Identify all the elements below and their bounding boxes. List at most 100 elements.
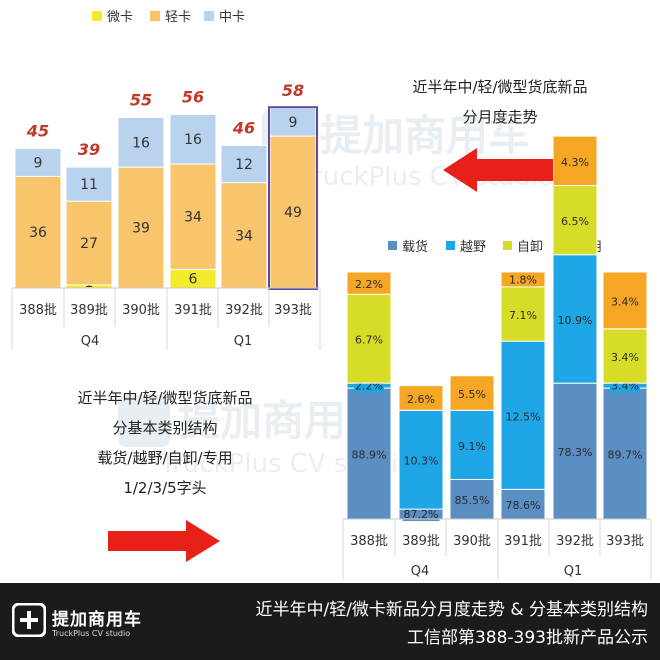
caption-middle: 近半年中/轻/微型货底新品 分基本类别结构 载货/越野/自卸/专用 1/2/3/… [45, 383, 285, 503]
data-label-bg [610, 294, 640, 309]
bar-segment [14, 175, 62, 289]
legend-label: 自卸 [517, 239, 543, 255]
chart2-category-structure: 88.9%2.2%6.7%2.2%388批87.2%10.3%2.6%389批8… [342, 135, 652, 580]
legend-label: 微卡 [107, 10, 133, 25]
data-label: 11 [80, 177, 98, 193]
caption-top-line: 分月度走势 [462, 108, 538, 126]
data-label: 2.2% [355, 278, 383, 291]
legend-swatch [503, 241, 512, 250]
caption-top: 近半年中/轻/微型货底新品 分月度走势 [365, 72, 635, 132]
data-label: 78.6% [506, 499, 541, 512]
category-label: 390批 [122, 303, 160, 318]
data-label-bg [457, 387, 487, 402]
svg-text:提加商用车: 提加商用车 [320, 111, 530, 160]
bar-segment [117, 166, 165, 289]
caption-middle-line: 近半年中/轻/微型货底新品 [77, 389, 253, 407]
category-label: 390批 [453, 534, 491, 549]
data-label-bg [556, 312, 594, 327]
data-label: 89.7% [608, 449, 643, 462]
data-label-bg [560, 154, 590, 169]
bar-segment [169, 113, 217, 165]
caption-top-line: 近半年中/轻/微型货底新品 [412, 78, 588, 96]
data-label: 34 [235, 228, 253, 244]
chart1-brand-trend: 36945388批1271139389批391655390批6341656391… [11, 81, 321, 350]
data-label: 49 [284, 205, 302, 221]
data-label: 78.3% [558, 446, 593, 459]
legend-swatch [204, 11, 214, 21]
total-label: 56 [182, 87, 204, 106]
bar-segment [220, 144, 268, 184]
group-label: Q4 [81, 334, 100, 349]
total-label: 58 [282, 81, 304, 100]
data-label: 2.6% [407, 393, 435, 406]
highlight-frame [268, 106, 318, 290]
footer-title: 近半年中/轻/微卡新品分月度走势 & 分基本类别结构 [255, 600, 648, 620]
data-label: 5.5% [458, 388, 486, 401]
data-label-bg [402, 453, 440, 468]
caption-middle-line: 1/2/3/5字头 [123, 479, 207, 497]
bar-segment [269, 135, 317, 289]
data-label: 85.5% [455, 494, 490, 507]
data-label: 88.9% [352, 449, 387, 462]
data-label-bg [453, 493, 491, 508]
data-label: 6.7% [355, 334, 383, 347]
legend-swatch [388, 241, 397, 250]
legend-label: 载货 [402, 239, 428, 255]
group-label: Q1 [564, 564, 583, 579]
data-label: 10.3% [404, 455, 439, 468]
data-label: 16 [132, 135, 150, 151]
total-label: 55 [130, 91, 152, 110]
legend-swatch [150, 11, 160, 21]
data-label: 39 [132, 221, 150, 237]
bar-segment [220, 182, 268, 289]
data-label-bg [508, 272, 538, 287]
category-label: 388批 [350, 534, 388, 549]
group-label: Q4 [411, 564, 430, 579]
bar-segment [169, 163, 217, 270]
data-label-bg [457, 438, 487, 453]
category-label: 393批 [274, 303, 312, 318]
data-label-bg [504, 498, 542, 513]
category-label: 389批 [402, 534, 440, 549]
data-label: 9.1% [458, 440, 486, 453]
data-label: 3.4% [611, 351, 639, 364]
logo-subtitle: TruckPlus CV studio [52, 629, 131, 638]
data-label-bg [350, 447, 388, 462]
logo-name: 提加商用车 [52, 610, 142, 630]
data-label-bg [508, 307, 538, 322]
caption-middle-line: 载货/越野/自卸/专用 [97, 449, 233, 467]
truckplus-logo-icon [12, 603, 46, 637]
footer-bar: 提加商用车 TruckPlus CV studio 近半年中/轻/微卡新品分月度… [0, 583, 660, 660]
data-label: 3.4% [611, 295, 639, 308]
category-label: 391批 [504, 534, 542, 549]
data-label: 12 [235, 157, 253, 173]
data-label: 9 [34, 155, 43, 171]
bar-segment [14, 148, 62, 177]
data-label: 16 [184, 132, 202, 148]
caption-middle-line: 分基本类别结构 [112, 419, 218, 437]
total-label: 46 [232, 118, 255, 137]
data-label-bg [560, 214, 590, 229]
data-label: 36 [29, 225, 47, 241]
data-label-bg [406, 391, 436, 406]
category-label: 389批 [70, 303, 108, 318]
data-label: 27 [80, 236, 98, 252]
data-label: 34 [184, 210, 202, 226]
data-label: 4.3% [561, 156, 589, 169]
category-label: 392批 [556, 534, 594, 549]
arrow-right-icon [108, 520, 220, 562]
data-label-bg [402, 507, 440, 522]
data-label: 9 [289, 115, 298, 131]
logo: 提加商用车 TruckPlus CV studio [12, 591, 172, 651]
category-label: 391批 [174, 303, 212, 318]
data-label: 6 [189, 272, 198, 288]
total-label: 45 [26, 122, 49, 141]
data-label-bg [556, 445, 594, 460]
category-label: 392批 [225, 303, 263, 318]
data-label: 7.1% [509, 309, 537, 322]
data-label: 87.2% [404, 508, 439, 521]
data-label: 12.5% [506, 410, 541, 423]
footer-subtitle: 工信部第388-393批新产品公示 [406, 628, 648, 648]
legend-swatch [92, 11, 102, 21]
